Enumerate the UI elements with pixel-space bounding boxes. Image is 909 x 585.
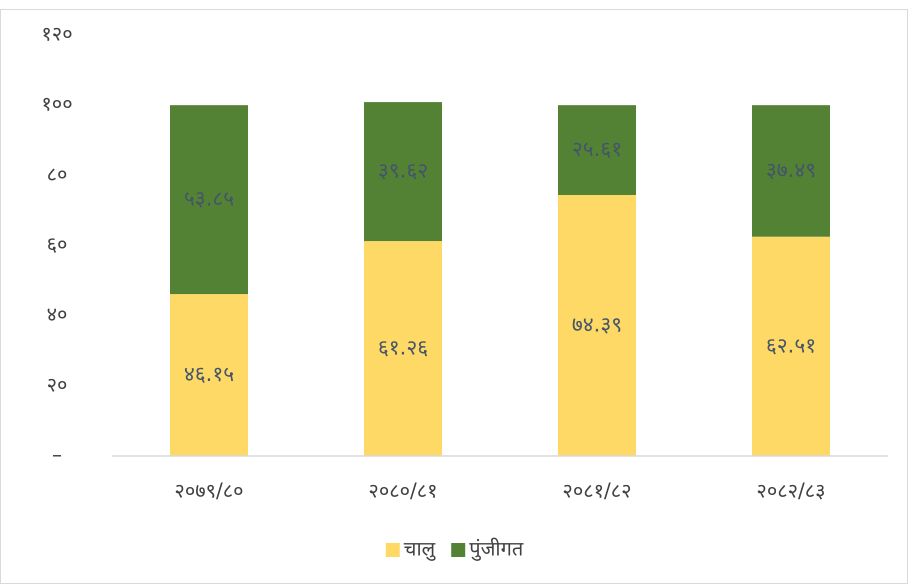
data-label: ३९.६२ (378, 159, 428, 183)
bar-segment (752, 105, 830, 237)
y-tick-label: १२० (41, 22, 72, 46)
bar-segment (558, 195, 636, 456)
bar-segment (558, 105, 636, 196)
y-tick-label: ६० (47, 232, 68, 256)
bar-segment (170, 105, 248, 295)
data-label: ३७.४९ (766, 158, 816, 182)
data-label: ६२.५१ (766, 333, 816, 357)
data-label: ७४.३९ (572, 313, 622, 337)
y-tick-label: ४० (47, 302, 68, 326)
y-tick-label: ८० (47, 162, 68, 186)
y-tick-label: १०० (41, 92, 72, 116)
data-label: ६१.२६ (378, 336, 428, 360)
bar-segment (364, 241, 442, 456)
bar-segment (170, 294, 248, 456)
x-tick-label: २०८२/८३ (756, 479, 825, 503)
bar-segment (364, 102, 442, 242)
data-label: ४६.१५ (184, 362, 234, 386)
legend-swatch (385, 543, 400, 557)
data-label: २५.६१ (572, 137, 622, 161)
legend-swatch (451, 543, 466, 557)
bar-segment (752, 236, 830, 456)
legend-label: चालु (404, 537, 436, 562)
legend-label: पुंजीगत (469, 537, 524, 562)
data-label: ५३.८५ (184, 187, 234, 211)
x-tick-label: २०८१/८२ (562, 479, 631, 503)
y-tick-label: २० (47, 372, 68, 396)
x-tick-label: २०७९/८० (174, 479, 243, 503)
y-tick-label: – (52, 443, 62, 467)
x-tick-label: २०८०/८१ (368, 479, 437, 503)
